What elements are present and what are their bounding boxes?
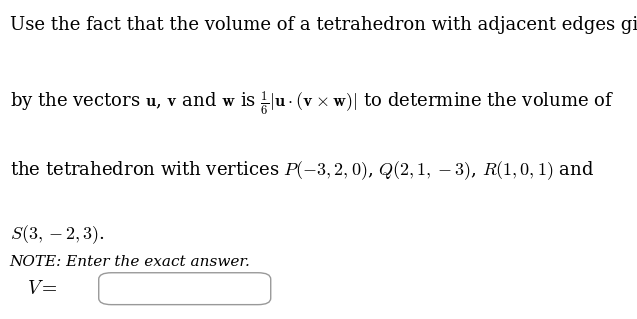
- FancyBboxPatch shape: [99, 273, 271, 305]
- Text: by the vectors $\mathbf{u}$, $\mathbf{v}$ and $\mathbf{w}$ is $\frac{1}{6}|\math: by the vectors $\mathbf{u}$, $\mathbf{v}…: [10, 89, 614, 117]
- Text: $V=$: $V=$: [27, 280, 57, 298]
- Text: the tetrahedron with vertices $P(-3,2,0)$, $Q(2,1,-3)$, $R(1,0,1)$ and: the tetrahedron with vertices $P(-3,2,0)…: [10, 160, 594, 182]
- Text: NOTE: Enter the exact answer.: NOTE: Enter the exact answer.: [10, 255, 250, 269]
- Text: $S(3,-2,3)$.: $S(3,-2,3)$.: [10, 223, 104, 246]
- Text: Use the fact that the volume of a tetrahedron with adjacent edges given: Use the fact that the volume of a tetrah…: [10, 16, 637, 34]
